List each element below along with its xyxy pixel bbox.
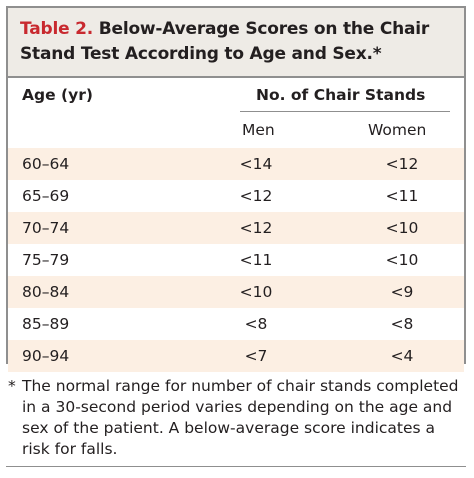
table-row: 90–94 <7 <4 <box>8 340 464 372</box>
men-cell: <7 <box>244 347 268 365</box>
table-title-band: Table 2. Below-Average Scores on the Cha… <box>8 8 464 78</box>
women-cell: <12 <box>385 155 419 173</box>
table-box: Table 2. Below-Average Scores on the Cha… <box>6 6 466 372</box>
table-row: 80–84 <10 <9 <box>8 276 464 308</box>
age-cell: 70–74 <box>22 219 70 237</box>
footnote-text: The normal range for number of chair sta… <box>22 377 459 458</box>
table-row: 70–74 <12 <10 <box>8 212 464 244</box>
footnote-bottom-rule <box>6 466 466 467</box>
table-body: 60–64 <14 <12 65–69 <12 <11 70–74 <12 <1… <box>8 148 464 372</box>
table-row: 85–89 <8 <8 <box>8 308 464 340</box>
men-cell: <12 <box>239 187 273 205</box>
table-row: 65–69 <12 <11 <box>8 180 464 212</box>
men-cell: <11 <box>239 251 273 269</box>
women-cell: <11 <box>385 187 419 205</box>
table-row: 60–64 <14 <12 <box>8 148 464 180</box>
table-title-text: Below-Average Scores on the Chair Stand … <box>20 19 430 64</box>
table-number-label: Table 2. <box>20 19 94 39</box>
men-cell: <8 <box>244 315 268 333</box>
age-cell: 80–84 <box>22 283 70 301</box>
men-cell: <12 <box>239 219 273 237</box>
age-cell: 75–79 <box>22 251 70 269</box>
age-cell: 60–64 <box>22 155 70 173</box>
women-cell: <9 <box>390 283 414 301</box>
age-cell: 90–94 <box>22 347 70 365</box>
women-cell: <10 <box>385 219 419 237</box>
header-divider <box>240 111 450 112</box>
women-cell: <4 <box>390 347 414 365</box>
footnote-marker: * <box>8 377 16 395</box>
women-cell: <10 <box>385 251 419 269</box>
age-cell: 65–69 <box>22 187 70 205</box>
table-row: 75–79 <11 <10 <box>8 244 464 276</box>
column-header-men: Men <box>242 121 275 139</box>
women-cell: <8 <box>390 315 414 333</box>
column-header-women: Women <box>368 121 427 139</box>
column-header-chair-stands: No. of Chair Stands <box>256 86 426 104</box>
men-cell: <14 <box>239 155 273 173</box>
age-cell: 85–89 <box>22 315 70 333</box>
men-cell: <10 <box>239 283 273 301</box>
table-title: Table 2. Below-Average Scores on the Cha… <box>20 17 452 67</box>
column-header-age: Age (yr) <box>22 86 93 104</box>
